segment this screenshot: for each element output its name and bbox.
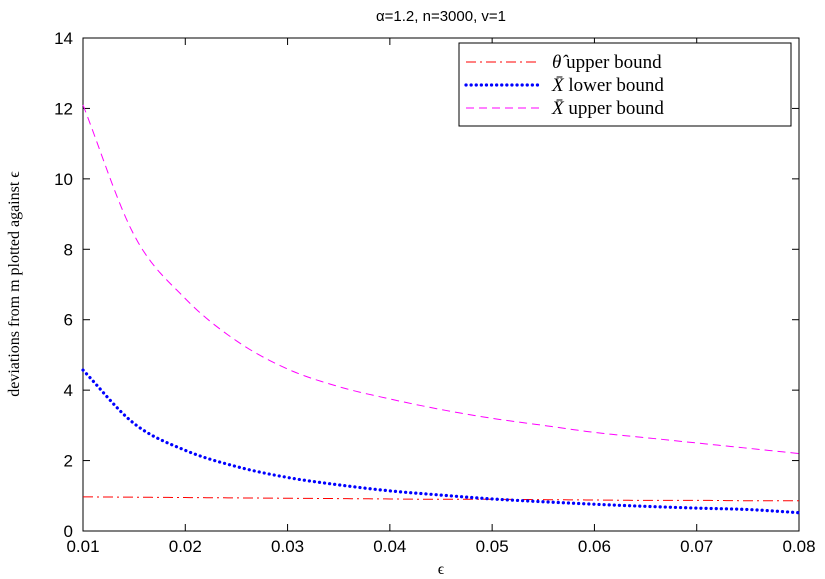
y-tick-label: 2 [64,452,73,471]
x-axis-label: ϵ [438,561,445,578]
ticks: 0.01 0.02 0.03 0.04 0.05 0.06 0.07 0.08 0 2 4 6 8 10 1… [54,29,815,556]
legend-label: θ̂ upper bound [552,52,662,73]
legend-box [458,42,792,127]
x-tick-label: 0.04 [373,537,406,556]
series-line [82,104,800,455]
y-tick-label: 4 [64,381,73,400]
y-tick-label: 8 [64,240,73,259]
x-tick-label: 0.05 [476,537,509,556]
y-tick-label: 10 [54,170,73,189]
x-tick-label: 0.07 [680,537,713,556]
legend-text: lower bound [564,75,665,96]
x-tick-label: 0.01 [66,537,99,556]
chart-title: α=1.2, n=3000, v=1 [376,8,506,25]
x-tick-label: 0.02 [169,537,202,556]
series-layer [81,104,801,515]
y-tick-label: 0 [64,522,73,541]
y-tick-label: 6 [64,311,73,330]
x-tick-label: 0.08 [782,537,815,556]
y-tick-label: 14 [54,29,73,48]
series-line [82,496,799,502]
x-tick-label: 0.06 [578,537,611,556]
legend-text: upper bound [561,52,662,73]
x-tick-label: 0.03 [271,537,304,556]
legend-text: upper bound [564,98,665,119]
y-tick-label: 12 [54,99,73,118]
y-axis-label: deviations from m plotted against ϵ [6,171,23,397]
legend-symbol: X̄ [551,75,565,96]
legend-label: X̄ upper bound [551,98,664,119]
legend-symbol: X̄ [551,98,565,119]
plot-frame [82,37,800,532]
series-line [81,368,801,515]
legend-label: X̄ lower bound [551,75,664,96]
